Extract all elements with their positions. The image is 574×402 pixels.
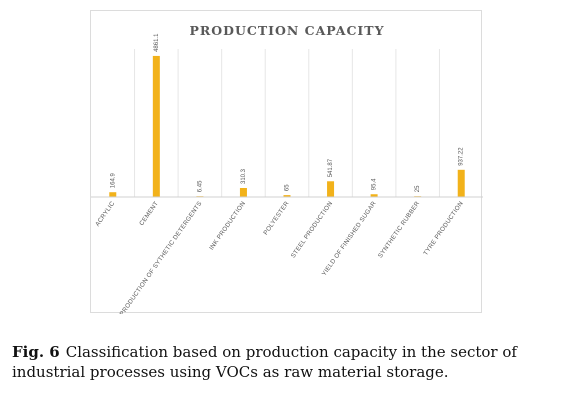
data-label: 4861.1 [154, 33, 160, 52]
data-label: 541.87 [328, 158, 334, 177]
category-label: SYNTHETIC RUBBER [377, 200, 422, 259]
chart-title: PRODUCTION CAPACITY [189, 23, 384, 38]
category-label: INK PRODUCTION [208, 200, 247, 251]
bar [283, 195, 291, 197]
data-label: 25 [415, 185, 421, 192]
data-label: 937.22 [459, 147, 465, 166]
data-label: 310.3 [241, 168, 247, 184]
bar [327, 181, 335, 197]
bar [152, 55, 160, 197]
data-label: 6.45 [197, 180, 203, 192]
data-label: 164.9 [110, 173, 116, 189]
category-label: PRODUCTION OF SYTHETIC DETERGENTS [119, 200, 204, 314]
category-label: YIELD OF FINISHED SUGAR [321, 200, 378, 277]
category-label: CEMENT [138, 200, 160, 227]
bar [370, 194, 378, 197]
data-label: 95.4 [372, 178, 378, 190]
data-labels: 164.9 4861.1 6.45 310.3 65 541.87 95.4 25 937.22 [110, 33, 464, 192]
category-label: ACRYLIC [94, 200, 116, 228]
category-label: TYRE PRODUCTION [422, 200, 465, 257]
category-label: POLYESTER [262, 200, 290, 236]
category-label: STEEL PRODUCTION [290, 200, 334, 259]
bars [109, 55, 465, 197]
data-label: 65 [285, 184, 291, 191]
gridlines [134, 49, 440, 197]
caption-text: Classification based on production capac… [12, 343, 517, 381]
bar [457, 169, 465, 197]
caption-label: Fig. 6 [12, 343, 60, 361]
bar [109, 192, 117, 197]
figure-caption: Fig. 6 Classification based on production… [12, 342, 567, 382]
bar-chart: PRODUCTION CAPACITY 164.9 4861.1 6.45 310.3… [91, 23, 483, 314]
chart-frame: PRODUCTION CAPACITY 164.9 4861.1 6.45 310.3… [90, 10, 483, 314]
bar [239, 187, 247, 197]
